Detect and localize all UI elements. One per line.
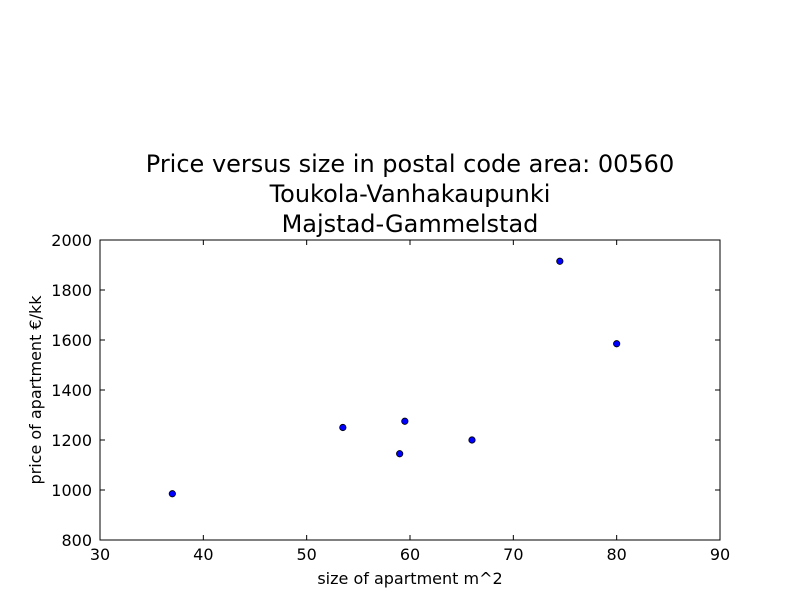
y-tick-label: 1800 <box>51 281 92 300</box>
y-axis-label: price of apartment €/kk <box>26 295 45 485</box>
data-point-4 <box>468 436 476 444</box>
x-tick-label: 50 <box>296 545 316 564</box>
x-tick-label: 90 <box>710 545 730 564</box>
data-point-1 <box>339 423 347 432</box>
x-tick-label: 70 <box>503 545 523 564</box>
data-point-3 <box>401 417 409 425</box>
y-tick-label: 1400 <box>51 381 92 400</box>
data-point-6 <box>613 340 621 348</box>
x-axis-ticks: 30 40 50 60 70 80 90 <box>90 240 730 564</box>
data-point-5 <box>556 257 564 265</box>
y-tick-label: 800 <box>61 531 92 550</box>
chart-title: Price versus size in postal code area: 0… <box>146 150 674 238</box>
y-tick-label: 1600 <box>51 331 92 350</box>
y-tick-label: 1000 <box>51 481 92 500</box>
chart-title-line-1: Price versus size in postal code area: 0… <box>146 150 674 178</box>
data-points <box>168 257 621 498</box>
x-tick-label: 80 <box>606 545 626 564</box>
y-tick-label: 1200 <box>51 431 92 450</box>
data-point-0 <box>168 490 176 498</box>
x-tick-label: 60 <box>400 545 420 564</box>
data-point-2 <box>396 450 404 458</box>
x-axis-label: size of apartment m^2 <box>317 569 502 588</box>
y-axis-ticks: 800 1000 1200 1400 1600 1800 2000 <box>51 231 720 550</box>
chart-title-line-3: Majstad-Gammelstad <box>282 210 539 238</box>
y-tick-label: 2000 <box>51 231 92 250</box>
x-tick-label: 30 <box>90 545 110 564</box>
chart-title-line-2: Toukola-Vanhakaupunki <box>269 180 551 208</box>
x-tick-label: 40 <box>193 545 213 564</box>
